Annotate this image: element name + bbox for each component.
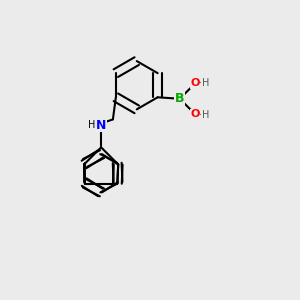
Text: N: N [96,119,106,132]
Text: O: O [190,79,200,88]
Text: H: H [88,120,95,130]
Text: O: O [190,109,200,119]
Text: B: B [175,92,184,105]
Text: ·H: ·H [199,78,210,88]
Text: ·H: ·H [199,110,210,120]
